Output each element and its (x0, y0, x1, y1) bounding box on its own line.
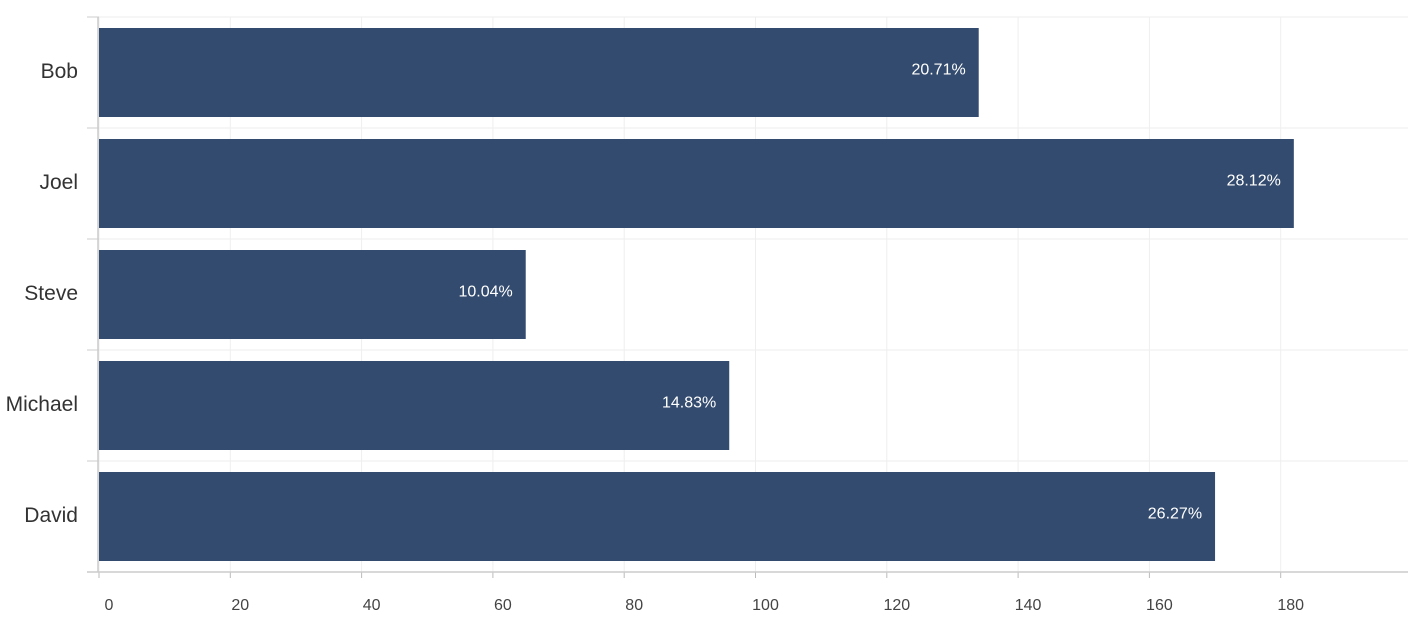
bar (99, 139, 1294, 228)
data-label: 10.04% (458, 284, 512, 301)
bar (99, 250, 526, 339)
data-label: 26.27% (1148, 506, 1202, 523)
bar (99, 361, 730, 450)
y-tick-label: Bob (41, 60, 78, 83)
x-tick-label: 140 (1015, 597, 1042, 614)
y-tick-label: David (24, 504, 78, 527)
y-tick-label: Steve (24, 282, 78, 305)
y-tick-label: Joel (39, 171, 78, 194)
x-tick-label: 0 (105, 597, 114, 614)
x-tick-label: 180 (1277, 597, 1304, 614)
x-tick-label: 40 (363, 597, 381, 614)
data-label: 14.83% (662, 395, 716, 412)
x-tick-label: 120 (883, 597, 910, 614)
x-tick-label: 20 (231, 597, 249, 614)
x-tick-label: 60 (494, 597, 512, 614)
data-label: 28.12% (1227, 173, 1281, 190)
x-tick-label: 100 (752, 597, 779, 614)
bar (99, 28, 979, 117)
data-label: 20.71% (911, 62, 965, 79)
y-tick-label: Michael (6, 393, 78, 416)
x-tick-label: 80 (625, 597, 643, 614)
bar (99, 472, 1216, 561)
x-tick-label: 160 (1146, 597, 1173, 614)
